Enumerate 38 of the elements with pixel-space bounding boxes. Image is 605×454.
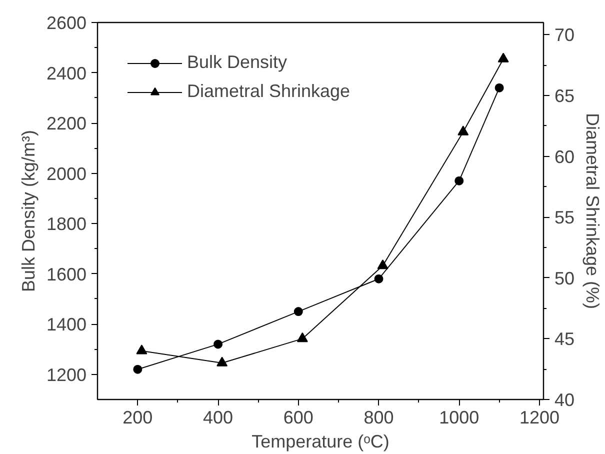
y2-axis-title: Diametral Shrinkage (%) xyxy=(582,112,603,310)
point xyxy=(216,356,228,366)
y-tick-label: 1400 xyxy=(46,314,87,335)
y-tick-label: 1200 xyxy=(46,364,87,385)
x-tick-label: 600 xyxy=(283,408,314,428)
y2-tick-label: 70 xyxy=(554,25,575,46)
y2-tick-label: 65 xyxy=(554,86,575,106)
point xyxy=(294,307,303,316)
y-tick-label: 1600 xyxy=(46,264,87,284)
y2-tick-label: 40 xyxy=(554,390,575,410)
x-tick-label: 800 xyxy=(364,408,394,428)
point xyxy=(498,52,509,62)
point xyxy=(454,176,464,186)
y-tick-label: 2200 xyxy=(46,114,87,134)
x-axis-title: Temperature (ᵒC) xyxy=(252,432,390,452)
point xyxy=(374,274,384,284)
point xyxy=(494,83,504,92)
y2-tick-label: 55 xyxy=(554,208,575,228)
x-tick-label: 400 xyxy=(203,408,234,428)
y2-tick-label: 60 xyxy=(554,146,575,167)
y-tick-label: 2000 xyxy=(46,164,87,184)
point xyxy=(214,340,223,349)
y2-tick-label: 50 xyxy=(554,268,575,288)
point xyxy=(377,259,388,270)
legend-label: Bulk Density xyxy=(187,52,288,73)
point xyxy=(296,332,308,342)
y-tick-label: 2600 xyxy=(46,13,87,33)
point xyxy=(136,344,148,354)
y2-tick-label: 45 xyxy=(554,329,575,350)
x-tick-label: 1000 xyxy=(439,408,480,428)
point xyxy=(458,126,469,136)
y-axis-title: Bulk Density (kg/m³) xyxy=(18,130,38,292)
y-tick-label: 1800 xyxy=(46,214,87,234)
x-tick-label: 200 xyxy=(122,408,153,428)
legend-label: Diametral Shrinkage xyxy=(187,81,350,102)
y-tick-label: 2400 xyxy=(46,63,87,84)
x-tick-label: 1200 xyxy=(519,408,560,428)
point xyxy=(133,364,142,374)
